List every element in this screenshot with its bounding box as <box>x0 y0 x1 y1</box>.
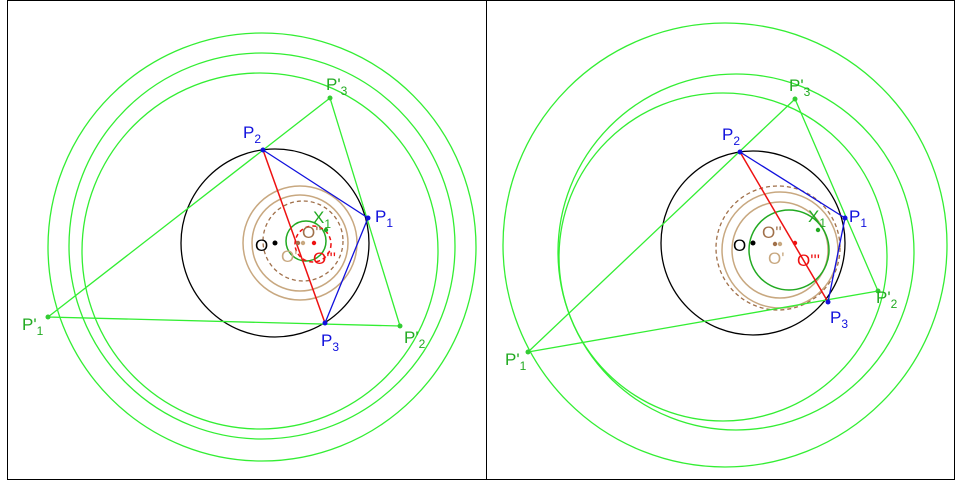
circle <box>294 225 332 263</box>
label: P'3 <box>326 75 348 98</box>
left-labels: P'3 P2 P1 X1 O O'' O' O''' P'1 P'2 P3 <box>22 75 426 354</box>
label: X1 <box>313 208 331 231</box>
point <box>260 147 266 153</box>
point <box>875 288 881 294</box>
right-panel <box>502 22 948 468</box>
right-points <box>525 96 881 355</box>
triangle <box>525 97 879 354</box>
circle <box>660 150 846 336</box>
label: O' <box>768 249 784 268</box>
circle <box>81 72 439 430</box>
label: O'' <box>762 223 782 242</box>
left-points <box>45 95 403 329</box>
label: O' <box>281 247 297 266</box>
point <box>300 240 306 246</box>
point <box>792 96 798 102</box>
circle <box>68 52 456 440</box>
circle <box>262 200 344 282</box>
circle <box>242 185 358 301</box>
label: X1 <box>808 207 826 230</box>
label: P'2 <box>876 288 898 311</box>
point <box>772 241 778 247</box>
point <box>792 240 798 246</box>
label: O''' <box>797 251 820 270</box>
triangle <box>46 96 401 327</box>
label: P'1 <box>505 350 527 373</box>
point <box>311 240 317 246</box>
frame <box>7 0 955 480</box>
point <box>750 240 756 246</box>
label: O <box>733 236 746 255</box>
point <box>322 320 328 326</box>
label: P3 <box>321 331 339 354</box>
right-labels: P'3 P2 P1 X1 O O'' O' O''' P'1 P'2 P3 <box>505 76 898 373</box>
label: O''' <box>313 249 336 268</box>
point <box>737 149 743 155</box>
label: P2 <box>722 125 740 148</box>
circle <box>558 92 888 422</box>
circle <box>180 148 370 338</box>
label: P1 <box>375 207 393 230</box>
point <box>815 227 821 233</box>
circle <box>502 22 948 468</box>
point <box>295 240 301 246</box>
circle <box>731 201 829 299</box>
point <box>525 349 531 355</box>
point <box>45 314 51 320</box>
circle <box>251 194 349 292</box>
label: P2 <box>243 123 261 146</box>
circle <box>748 209 830 291</box>
label: P'1 <box>22 315 44 338</box>
segment <box>739 151 829 303</box>
point <box>825 299 831 305</box>
label: P1 <box>849 207 867 230</box>
point <box>272 240 278 246</box>
label: O'' <box>302 223 322 242</box>
point <box>327 95 333 101</box>
point <box>777 241 783 247</box>
segment <box>262 149 326 324</box>
circle <box>715 185 841 311</box>
label: P3 <box>830 308 848 331</box>
label: O <box>255 236 268 255</box>
point <box>397 323 403 329</box>
point <box>365 215 371 221</box>
point <box>323 227 329 233</box>
circle <box>47 32 477 462</box>
circle <box>557 73 915 431</box>
label: P'3 <box>789 76 811 99</box>
label: P'2 <box>404 328 426 351</box>
point <box>842 215 848 221</box>
